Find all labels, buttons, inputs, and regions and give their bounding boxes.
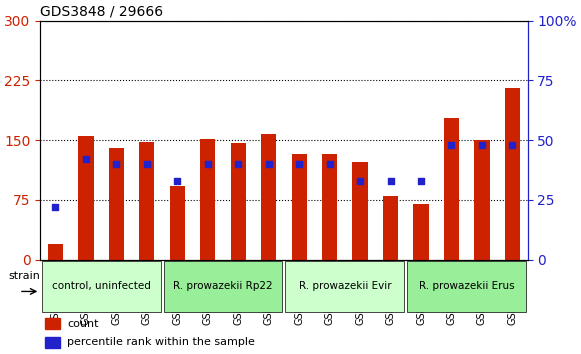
- Point: [203, 161, 213, 167]
- Bar: [322, 154, 337, 259]
- Text: percentile rank within the sample: percentile rank within the sample: [67, 337, 255, 347]
- Text: GDS3848 / 29666: GDS3848 / 29666: [40, 4, 163, 18]
- Bar: [353, 162, 368, 259]
- Point: [417, 178, 426, 184]
- Point: [173, 178, 182, 184]
- FancyBboxPatch shape: [407, 261, 526, 312]
- Bar: [444, 118, 459, 259]
- Bar: [383, 196, 398, 259]
- Point: [477, 142, 486, 148]
- FancyBboxPatch shape: [42, 261, 160, 312]
- Bar: [170, 185, 185, 259]
- Text: count: count: [67, 319, 99, 329]
- Bar: [78, 136, 94, 259]
- Bar: [414, 204, 429, 259]
- Point: [81, 156, 91, 162]
- Point: [356, 178, 365, 184]
- Bar: [231, 143, 246, 259]
- Point: [295, 161, 304, 167]
- Point: [325, 161, 334, 167]
- Bar: [109, 148, 124, 259]
- FancyBboxPatch shape: [164, 261, 282, 312]
- Point: [112, 161, 121, 167]
- Bar: [48, 244, 63, 259]
- Point: [142, 161, 152, 167]
- Text: R. prowazekii Evir: R. prowazekii Evir: [299, 281, 391, 291]
- Point: [51, 204, 60, 210]
- Bar: [505, 88, 520, 259]
- Text: control, uninfected: control, uninfected: [52, 281, 150, 291]
- Point: [508, 142, 517, 148]
- Point: [447, 142, 456, 148]
- Bar: [45, 337, 60, 348]
- Bar: [261, 134, 277, 259]
- Text: R. prowazekii Erus: R. prowazekii Erus: [419, 281, 515, 291]
- Bar: [200, 138, 216, 259]
- Bar: [474, 140, 490, 259]
- FancyBboxPatch shape: [285, 261, 404, 312]
- Point: [264, 161, 273, 167]
- Point: [234, 161, 243, 167]
- Text: R. prowazekii Rp22: R. prowazekii Rp22: [173, 281, 273, 291]
- Bar: [45, 318, 60, 329]
- Bar: [139, 142, 155, 259]
- Text: strain: strain: [8, 270, 40, 280]
- Point: [386, 178, 395, 184]
- Bar: [292, 154, 307, 259]
